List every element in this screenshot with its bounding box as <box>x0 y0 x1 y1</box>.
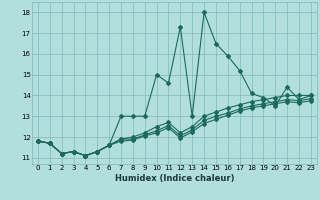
X-axis label: Humidex (Indice chaleur): Humidex (Indice chaleur) <box>115 174 234 183</box>
